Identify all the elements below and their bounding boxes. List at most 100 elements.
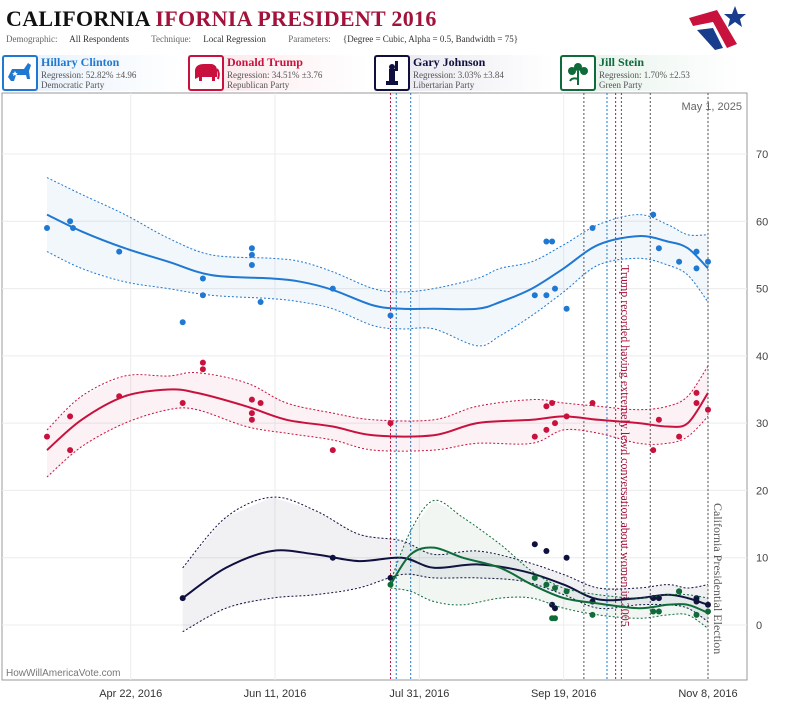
x-tick-label: Sep 19, 2016 — [531, 688, 596, 700]
y-tick-label: 70 — [756, 149, 768, 161]
x-tick-label: Jul 31, 2016 — [389, 688, 449, 700]
trump-poll-point — [248, 416, 255, 423]
clinton-poll-point — [676, 258, 683, 265]
trump-confidence-band — [47, 365, 708, 477]
johnson-poll-point — [329, 554, 336, 561]
liberty-icon — [374, 55, 410, 91]
clinton-trend-line — [46, 213, 709, 311]
clinton-poll-point — [549, 238, 556, 245]
stein-poll-point — [655, 608, 662, 615]
clinton-poll-point — [705, 258, 711, 265]
candidate-regression: Regression: 3.03% ±3.84 — [413, 70, 504, 80]
stein-poll-point — [552, 615, 558, 622]
clinton-poll-point — [563, 305, 570, 312]
candidate-party: Libertarian Party — [413, 80, 475, 90]
clinton-poll-point — [248, 251, 255, 258]
johnson-lower-bound — [182, 573, 709, 633]
trump-poll-point — [387, 420, 394, 427]
y-tick-label: 40 — [756, 351, 768, 363]
x-tick-label: Apr 22, 2016 — [99, 688, 162, 700]
parameters-label: Parameters: — [288, 34, 331, 44]
technique-label: Technique: — [151, 34, 191, 44]
johnson-poll-point — [543, 548, 550, 554]
stein-poll-point — [650, 608, 657, 615]
stein-poll-point — [531, 574, 538, 581]
trump-poll-point — [705, 406, 711, 413]
clinton-poll-point — [44, 225, 50, 231]
johnson-poll-point — [179, 595, 186, 602]
parameters-value: {Degree = Cubic, Alpha = 0.5, Bandwidth … — [342, 34, 519, 44]
clinton-poll-point — [543, 238, 550, 245]
page-title: CALIFORNIA IFORNIA PRESIDENT 2016 — [6, 6, 437, 32]
trump-poll-point — [257, 400, 264, 406]
clinton-poll-point — [179, 319, 186, 326]
stein-poll-point — [543, 581, 550, 588]
technique-value: Local Regression — [203, 34, 266, 44]
parameters-line: Demographic: All Respondents Technique: … — [6, 34, 538, 44]
clinton-poll-point — [531, 292, 538, 299]
trump-poll-point — [549, 400, 556, 406]
candidate-regression: Regression: 34.51% ±3.76 — [227, 70, 323, 80]
stein-trend-line — [389, 546, 709, 614]
stein-poll-point — [563, 588, 570, 595]
candidate-regression: Regression: 1.70% ±2.53 — [599, 70, 690, 80]
trump-poll-point — [116, 393, 123, 400]
trump-trend-line — [46, 388, 709, 451]
clinton-poll-point — [70, 225, 76, 231]
clinton-poll-point — [387, 312, 394, 319]
flower-icon — [560, 55, 596, 91]
trump-poll-point — [44, 433, 50, 440]
trump-poll-point — [179, 400, 186, 406]
legend-clinton: Hillary Clinton Regression: 52.82% ±4.96… — [2, 55, 182, 91]
plot-frame — [1, 92, 748, 681]
clinton-poll-point — [199, 292, 206, 299]
candidate-name: Jill Stein — [599, 55, 645, 69]
trump-poll-point — [589, 400, 596, 406]
legend-johnson: Gary Johnson Regression: 3.03% ±3.84 Lib… — [374, 55, 554, 91]
clinton-poll-point — [543, 292, 550, 299]
demographic-label: Demographic: — [6, 34, 58, 44]
trump-poll-point — [248, 410, 255, 417]
trump-poll-point — [248, 396, 255, 403]
trump-poll-point — [655, 416, 662, 423]
y-tick-label: 0 — [756, 620, 762, 632]
johnson-upper-bound — [182, 496, 709, 590]
stein-poll-point — [387, 581, 394, 588]
clinton-poll-point — [248, 262, 255, 268]
clinton-poll-point — [650, 211, 657, 218]
clinton-poll-point — [552, 285, 558, 292]
stein-upper-bound — [390, 499, 709, 599]
y-tick-label: 20 — [756, 485, 768, 497]
legend-stein: Jill Stein Regression: 1.70% ±2.53 Green… — [560, 55, 740, 91]
candidate-name: Donald Trump — [227, 55, 303, 69]
stein-poll-point — [676, 588, 683, 595]
clinton-poll-point — [257, 299, 264, 305]
trump-poll-point — [552, 420, 558, 427]
johnson-confidence-band — [182, 497, 708, 632]
candidate-party: Democratic Party — [41, 80, 105, 90]
clinton-poll-point — [199, 275, 206, 282]
stein-poll-point — [693, 611, 700, 618]
trump-poll-point — [543, 403, 550, 410]
site-logo-icon — [689, 6, 746, 50]
clinton-poll-point — [116, 248, 123, 255]
trump-poll-point — [199, 359, 206, 366]
y-tick-label: 60 — [756, 216, 768, 228]
candidate-name: Gary Johnson — [413, 55, 486, 69]
stein-lower-bound — [390, 587, 709, 629]
clinton-poll-point — [329, 285, 336, 292]
trump-poll-point — [676, 433, 683, 440]
candidate-party: Green Party — [599, 80, 643, 90]
clinton-upper-bound — [46, 177, 709, 293]
trump-poll-point — [693, 389, 700, 396]
y-tick-label: 50 — [756, 284, 768, 296]
candidate-party: Republican Party — [227, 80, 290, 90]
event-annotation: California Presidential Election — [711, 503, 725, 654]
y-tick-label: 10 — [756, 553, 768, 565]
trump-poll-point — [650, 447, 657, 454]
clinton-poll-point — [248, 245, 255, 252]
stein-confidence-band — [390, 500, 708, 629]
stein-poll-point — [705, 608, 711, 615]
title-race: IFORNIA PRESIDENT 2016 — [155, 6, 437, 31]
